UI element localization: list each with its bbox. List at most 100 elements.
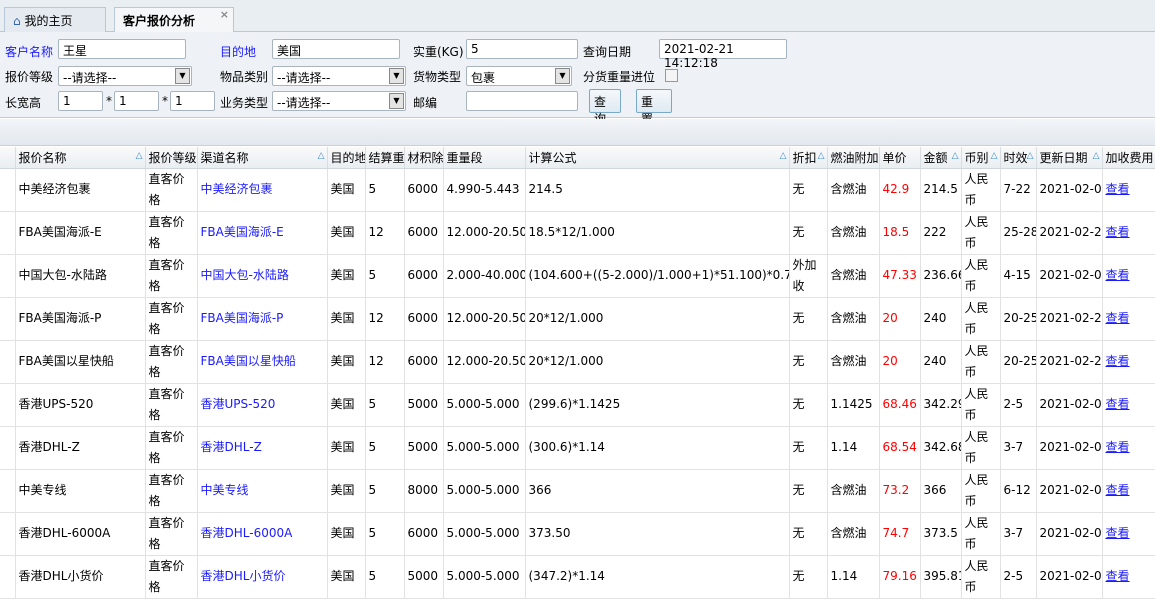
- column-header[interactable]: 金额 △: [920, 147, 962, 169]
- view-link[interactable]: 查看: [1105, 440, 1130, 454]
- cell-text: 香港DHL-6000A: [18, 526, 111, 540]
- cargo-select[interactable]: 包裹 ▼: [466, 66, 572, 86]
- close-icon[interactable]: ×: [219, 8, 229, 21]
- cell-text: 5: [368, 182, 377, 196]
- split-checkbox[interactable]: [665, 69, 678, 82]
- reset-button[interactable]: 重 置: [636, 89, 672, 126]
- chevron-down-icon[interactable]: ▼: [389, 93, 404, 109]
- date-input[interactable]: 2021-02-21 14:12:18: [659, 39, 787, 70]
- table-cell: 68.46: [879, 383, 921, 427]
- customer-input[interactable]: 王星: [58, 39, 186, 59]
- column-header[interactable]: 报价名称 △: [15, 147, 146, 169]
- biz-label: 业务类型: [220, 96, 269, 110]
- table-cell: 无: [789, 555, 828, 599]
- cell-text: 1.14: [830, 569, 858, 583]
- table-row[interactable]: FBA美国海派-E 直客价格 FBA美国海派-E 美国 12 6000 12.000-20.…: [0, 211, 1155, 255]
- channel-link[interactable]: FBA美国以星快船: [200, 354, 296, 368]
- column-header[interactable]: 折扣 △: [789, 147, 828, 169]
- cell-text: 5: [368, 397, 377, 411]
- tab-customer-quote-analysis[interactable]: 客户报价分析 ×: [114, 7, 234, 33]
- table-row[interactable]: 香港UPS-520 直客价格 香港UPS-520 美国 5 5000 5.000-5.000…: [0, 383, 1155, 427]
- table-row[interactable]: 香港DHL小货价 直客价格 香港DHL小货价 美国 5 5000 5.000-5.000 (3…: [0, 555, 1155, 599]
- zip-input[interactable]: [466, 91, 578, 111]
- view-link[interactable]: 查看: [1105, 268, 1130, 282]
- channel-link[interactable]: 香港DHL-Z: [200, 440, 262, 454]
- column-header[interactable]: 加收费用: [1102, 147, 1155, 169]
- channel-link[interactable]: 中国大包-水陆路: [200, 268, 289, 282]
- sort-icon[interactable]: △: [317, 151, 325, 161]
- query-button[interactable]: 查询: [589, 89, 621, 126]
- cargo-label: 货物类型: [413, 70, 462, 84]
- view-link[interactable]: 查看: [1105, 311, 1130, 325]
- view-link[interactable]: 查看: [1105, 526, 1130, 540]
- column-header[interactable]: 报价等级: [145, 147, 198, 169]
- sort-icon[interactable]: △: [951, 151, 959, 161]
- weight-input[interactable]: 5: [466, 39, 578, 59]
- table-row[interactable]: 中美经济包裹 直客价格 中美经济包裹 美国 5 6000 4.990-5.443 214.5 无…: [0, 168, 1155, 212]
- cell-text: 无: [792, 182, 805, 196]
- item-select[interactable]: --请选择-- ▼: [272, 66, 406, 86]
- chevron-down-icon[interactable]: ▼: [389, 68, 404, 84]
- column-header-label: 渠道名称: [200, 150, 249, 165]
- cell-text: 2021-02-20: [1039, 225, 1102, 239]
- column-header[interactable]: 渠道名称 △: [197, 147, 328, 169]
- length-input[interactable]: 1: [58, 91, 103, 111]
- level-select[interactable]: --请选择-- ▼: [58, 66, 192, 86]
- cell-text: 5: [368, 569, 377, 583]
- chevron-down-icon[interactable]: ▼: [555, 68, 570, 84]
- column-header[interactable]: 结算重: [365, 147, 405, 169]
- channel-link[interactable]: 中美经济包裹: [200, 182, 273, 196]
- view-link[interactable]: 查看: [1105, 483, 1130, 497]
- view-link[interactable]: 查看: [1105, 354, 1130, 368]
- table-row[interactable]: 香港DHL-6000A 直客价格 香港DHL-6000A 美国 5 6000 5.000-5…: [0, 512, 1155, 556]
- height-input[interactable]: 1: [170, 91, 215, 111]
- view-link[interactable]: 查看: [1105, 225, 1130, 239]
- channel-link[interactable]: 中美专线: [200, 483, 249, 497]
- destination-input[interactable]: 美国: [272, 39, 400, 59]
- sort-icon[interactable]: △: [817, 151, 825, 161]
- table-cell: (347.2)*1.14: [525, 555, 790, 599]
- column-header[interactable]: 时效 △: [1000, 147, 1037, 169]
- column-header[interactable]: 燃油附加: [827, 147, 880, 169]
- cell-text: 18.5*12/1.000: [528, 225, 615, 239]
- chevron-down-icon[interactable]: ▼: [175, 68, 190, 84]
- column-header[interactable]: 计算公式 △: [525, 147, 790, 169]
- channel-link[interactable]: 香港UPS-520: [200, 397, 276, 411]
- tab-home[interactable]: ⌂ 我的主页: [4, 7, 106, 32]
- biz-select[interactable]: --请选择-- ▼: [272, 91, 406, 111]
- channel-link[interactable]: FBA美国海派-E: [200, 225, 284, 239]
- sort-icon[interactable]: △: [1026, 151, 1034, 161]
- width-input[interactable]: 1: [114, 91, 159, 111]
- cell-text: 美国: [330, 311, 355, 325]
- column-header[interactable]: [0, 147, 16, 169]
- table-row[interactable]: FBA美国以星快船 直客价格 FBA美国以星快船 美国 12 6000 12.000-20.…: [0, 340, 1155, 384]
- channel-link[interactable]: 香港DHL-6000A: [200, 526, 293, 540]
- table-cell: 香港DHL-Z: [197, 426, 328, 470]
- table-row[interactable]: 香港DHL-Z 直客价格 香港DHL-Z 美国 5 5000 5.000-5.000 (300…: [0, 426, 1155, 470]
- table-cell: FBA美国海派-P: [197, 297, 328, 341]
- cell-text: 3-7: [1003, 440, 1024, 454]
- cell-text: 直客价格: [148, 300, 185, 336]
- cell-text: 人民币: [964, 386, 989, 422]
- view-link[interactable]: 查看: [1105, 397, 1130, 411]
- view-link[interactable]: 查看: [1105, 569, 1130, 583]
- channel-link[interactable]: FBA美国海派-P: [200, 311, 284, 325]
- table-row[interactable]: 中美专线 直客价格 中美专线 美国 5 8000 5.000-5.000 366 无 含燃油 73.…: [0, 469, 1155, 513]
- sort-icon[interactable]: △: [779, 151, 787, 161]
- column-header[interactable]: 重量段: [443, 147, 526, 169]
- column-header[interactable]: 目的地: [327, 147, 366, 169]
- column-header[interactable]: 币别 △: [961, 147, 1001, 169]
- sort-icon[interactable]: △: [135, 151, 143, 161]
- view-link[interactable]: 查看: [1105, 182, 1130, 196]
- column-header[interactable]: 单价: [879, 147, 921, 169]
- sort-icon[interactable]: △: [990, 151, 998, 161]
- sort-icon[interactable]: △: [1092, 151, 1100, 161]
- table-row[interactable]: FBA美国海派-P 直客价格 FBA美国海派-P 美国 12 6000 12.000-20.…: [0, 297, 1155, 341]
- cell-text: 人民币: [964, 343, 989, 379]
- column-header[interactable]: 材积除: [404, 147, 444, 169]
- column-header[interactable]: 更新日期 △: [1036, 147, 1103, 169]
- table-row[interactable]: 中国大包-水陆路 直客价格 中国大包-水陆路 美国 5 6000 2.000-40.000(…: [0, 254, 1155, 298]
- cell-text: 4.990-5.443: [446, 182, 520, 196]
- channel-link[interactable]: 香港DHL小货价: [200, 569, 286, 583]
- table-cell: 2021-02-20: [1036, 340, 1103, 384]
